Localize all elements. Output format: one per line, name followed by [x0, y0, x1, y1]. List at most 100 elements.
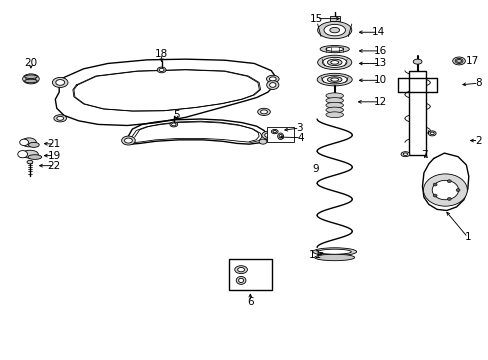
Ellipse shape — [269, 83, 275, 87]
Ellipse shape — [266, 81, 278, 89]
Ellipse shape — [171, 123, 176, 126]
Ellipse shape — [429, 132, 433, 135]
Ellipse shape — [269, 77, 276, 81]
Text: 6: 6 — [246, 297, 253, 307]
Ellipse shape — [21, 150, 38, 158]
Text: 2: 2 — [474, 136, 481, 145]
Ellipse shape — [124, 138, 132, 143]
Ellipse shape — [312, 248, 356, 256]
Ellipse shape — [325, 112, 343, 118]
Ellipse shape — [325, 47, 343, 51]
Ellipse shape — [20, 139, 28, 145]
Ellipse shape — [452, 57, 465, 65]
Ellipse shape — [327, 77, 341, 82]
Ellipse shape — [159, 68, 163, 72]
Ellipse shape — [27, 160, 33, 164]
Ellipse shape — [271, 130, 278, 134]
Ellipse shape — [236, 276, 245, 284]
Text: 15: 15 — [309, 14, 323, 24]
Ellipse shape — [122, 136, 135, 145]
Ellipse shape — [455, 189, 459, 192]
Ellipse shape — [56, 80, 64, 85]
Polygon shape — [125, 119, 267, 144]
Text: 10: 10 — [373, 75, 386, 85]
Text: 16: 16 — [373, 46, 386, 56]
Ellipse shape — [432, 194, 436, 197]
Ellipse shape — [423, 174, 467, 206]
Text: 19: 19 — [48, 150, 61, 161]
Text: 12: 12 — [373, 97, 386, 107]
Ellipse shape — [57, 81, 63, 85]
Ellipse shape — [21, 138, 36, 147]
Ellipse shape — [324, 24, 345, 36]
Text: 18: 18 — [155, 49, 168, 59]
Ellipse shape — [317, 73, 351, 86]
Ellipse shape — [54, 115, 66, 122]
Ellipse shape — [412, 59, 421, 64]
Ellipse shape — [169, 122, 177, 127]
Ellipse shape — [427, 131, 435, 136]
Ellipse shape — [325, 107, 343, 113]
Ellipse shape — [322, 57, 346, 67]
Ellipse shape — [257, 108, 270, 116]
Ellipse shape — [329, 27, 339, 33]
Ellipse shape — [259, 139, 266, 144]
Ellipse shape — [317, 22, 351, 39]
Text: 4: 4 — [297, 133, 304, 143]
Polygon shape — [55, 59, 276, 126]
Ellipse shape — [57, 116, 63, 120]
Ellipse shape — [403, 153, 407, 156]
Ellipse shape — [320, 45, 348, 53]
Ellipse shape — [277, 133, 283, 139]
Ellipse shape — [322, 75, 346, 84]
Bar — [408, 71, 426, 155]
Text: 22: 22 — [48, 161, 61, 171]
Text: 1: 1 — [464, 232, 470, 242]
Text: 5: 5 — [173, 110, 179, 120]
Ellipse shape — [24, 79, 37, 83]
Bar — [329, 16, 339, 22]
Ellipse shape — [52, 77, 68, 87]
Ellipse shape — [238, 278, 243, 283]
Text: 21: 21 — [48, 139, 61, 149]
Ellipse shape — [237, 267, 244, 272]
Text: 11: 11 — [308, 250, 321, 260]
Text: 13: 13 — [373, 58, 386, 68]
Ellipse shape — [28, 142, 39, 147]
Ellipse shape — [314, 254, 354, 261]
Ellipse shape — [279, 134, 282, 138]
Ellipse shape — [22, 74, 39, 84]
Ellipse shape — [330, 60, 338, 64]
Ellipse shape — [447, 198, 450, 201]
Ellipse shape — [447, 180, 450, 183]
Text: 9: 9 — [311, 163, 318, 174]
Ellipse shape — [260, 110, 267, 114]
Text: 17: 17 — [465, 56, 478, 66]
Text: 8: 8 — [474, 78, 481, 88]
Ellipse shape — [264, 133, 270, 137]
Ellipse shape — [327, 59, 341, 66]
Polygon shape — [422, 153, 468, 211]
Ellipse shape — [330, 78, 338, 81]
Ellipse shape — [325, 98, 343, 103]
Bar — [267, 127, 294, 142]
Ellipse shape — [318, 249, 350, 254]
Ellipse shape — [432, 183, 436, 186]
Text: 7: 7 — [421, 150, 427, 160]
Ellipse shape — [431, 180, 458, 200]
Ellipse shape — [24, 75, 37, 78]
Ellipse shape — [157, 67, 165, 73]
Ellipse shape — [26, 76, 36, 82]
Text: 20: 20 — [24, 58, 38, 68]
Ellipse shape — [400, 152, 409, 157]
Text: 14: 14 — [371, 27, 385, 37]
Text: 3: 3 — [296, 123, 302, 133]
Ellipse shape — [54, 79, 66, 86]
Ellipse shape — [261, 131, 273, 139]
Ellipse shape — [454, 58, 462, 63]
Ellipse shape — [325, 102, 343, 108]
Bar — [228, 259, 271, 291]
Ellipse shape — [317, 55, 351, 69]
Ellipse shape — [28, 155, 41, 159]
Ellipse shape — [456, 59, 461, 62]
